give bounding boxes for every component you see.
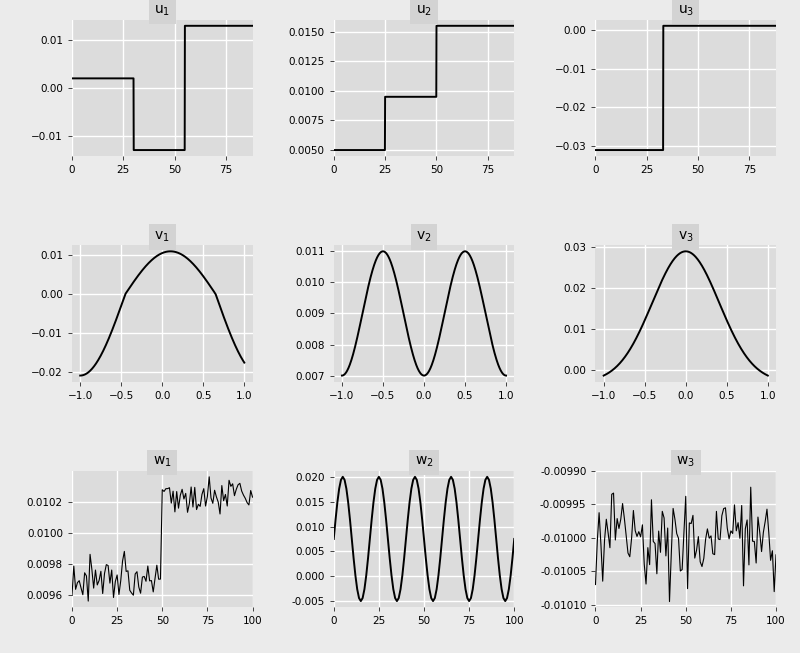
Title: w$_3$: w$_3$ <box>676 455 695 470</box>
Title: u$_3$: u$_3$ <box>678 4 694 18</box>
Title: u$_1$: u$_1$ <box>154 4 170 18</box>
Title: v$_3$: v$_3$ <box>678 230 694 244</box>
Title: v$_2$: v$_2$ <box>416 230 432 244</box>
Title: v$_1$: v$_1$ <box>154 230 170 244</box>
Title: u$_2$: u$_2$ <box>416 4 432 18</box>
Title: w$_2$: w$_2$ <box>414 455 434 470</box>
Title: w$_1$: w$_1$ <box>153 455 172 470</box>
